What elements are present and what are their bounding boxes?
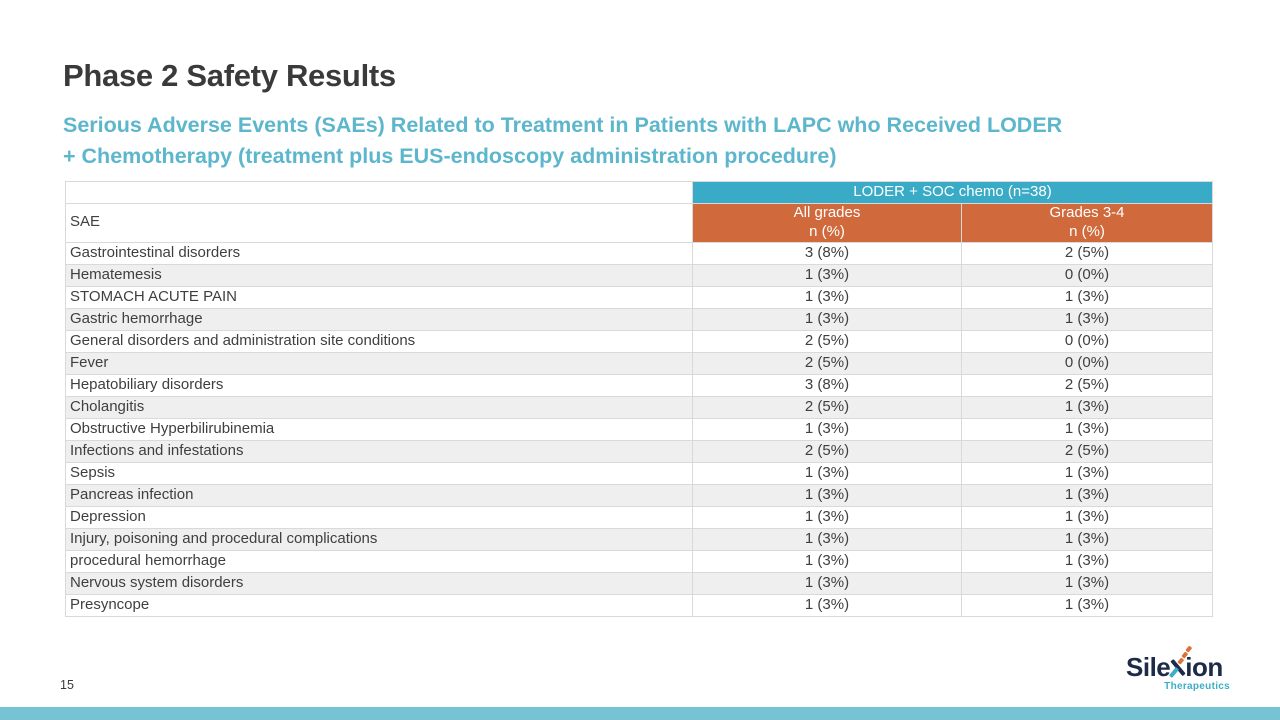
grades-3-4-cell: 1 (3%) <box>960 549 1214 573</box>
grades-3-4-cell: 2 (5%) <box>960 373 1214 397</box>
slide-subtitle: Serious Adverse Events (SAEs) Related to… <box>63 110 1228 172</box>
all-grades-cell: 1 (3%) <box>692 483 962 507</box>
all-grades-cell: 1 (3%) <box>692 285 962 309</box>
table-group-header-row: LODER + SOC chemo (n=38) <box>65 181 1214 204</box>
all-grades-cell: 1 (3%) <box>692 417 962 441</box>
sae-cell: Infections and infestations <box>65 439 693 463</box>
subtitle-line-2: + Chemotherapy (treatment plus EUS-endos… <box>63 144 837 168</box>
grades-3-4-column-header: Grades 3-4 n (%) <box>960 203 1214 243</box>
all-grades-cell: 1 (3%) <box>692 461 962 485</box>
wordmark-prefix: Sile <box>1126 652 1171 682</box>
grades-3-4-cell: 2 (5%) <box>960 439 1214 463</box>
table-row: Sepsis 1 (3%) 1 (3%) <box>65 461 1214 485</box>
table-row: Hematemesis 1 (3%) 0 (0%) <box>65 263 1214 287</box>
subtitle-line-1: Serious Adverse Events (SAEs) Related to… <box>63 113 1063 137</box>
x-orange-dash <box>1177 657 1184 665</box>
all-grades-cell: 2 (5%) <box>692 395 962 419</box>
all-grades-cell: 1 (3%) <box>692 263 962 287</box>
table-row: STOMACH ACUTE PAIN 1 (3%) 1 (3%) <box>65 285 1214 309</box>
all-grades-cell: 1 (3%) <box>692 527 962 551</box>
sae-cell: Pancreas infection <box>65 483 693 507</box>
sae-cell: Cholangitis <box>65 395 693 419</box>
all-grades-cell: 1 (3%) <box>692 593 962 617</box>
table-row: procedural hemorrhage 1 (3%) 1 (3%) <box>65 549 1214 573</box>
sae-cell: Depression <box>65 505 693 529</box>
sae-cell: General disorders and administration sit… <box>65 329 693 353</box>
table-row: Hepatobiliary disorders 3 (8%) 2 (5%) <box>65 373 1214 397</box>
grades-3-4-cell: 1 (3%) <box>960 527 1214 551</box>
all-grades-cell: 2 (5%) <box>692 439 962 463</box>
corner-cell <box>65 181 693 204</box>
all-grades-cell: 1 (3%) <box>692 307 962 331</box>
table-row: Infections and infestations 2 (5%) 2 (5%… <box>65 439 1214 463</box>
brand-logo: Sile ion Therapeutics <box>1126 645 1231 692</box>
page-title: Phase 2 Safety Results <box>63 58 396 93</box>
page-number: 15 <box>60 678 74 692</box>
table-row: Gastrointestinal disorders 3 (8%) 2 (5%) <box>65 241 1214 265</box>
wordmark-suffix: ion <box>1185 652 1223 682</box>
grades-3-4-label: Grades 3-4 <box>1049 204 1125 221</box>
all-grades-cell: 2 (5%) <box>692 351 962 375</box>
all-grades-column-header: All grades n (%) <box>692 203 962 243</box>
table-row: General disorders and administration sit… <box>65 329 1214 353</box>
x-teal-stroke <box>1169 667 1180 678</box>
grades-3-4-cell: 1 (3%) <box>960 571 1214 595</box>
all-grades-cell: 3 (8%) <box>692 373 962 397</box>
all-grades-label: All grades <box>793 204 861 221</box>
sae-cell: procedural hemorrhage <box>65 549 693 573</box>
grades-3-4-cell: 1 (3%) <box>960 285 1214 309</box>
table-row: Depression 1 (3%) 1 (3%) <box>65 505 1214 529</box>
group-header-cell: LODER + SOC chemo (n=38) <box>691 181 1214 204</box>
sae-cell: Gastrointestinal disorders <box>65 241 693 265</box>
sae-cell: Gastric hemorrhage <box>65 307 693 331</box>
all-grades-cell: 3 (8%) <box>692 241 962 265</box>
therapeutics-label: Therapeutics <box>1164 681 1230 692</box>
silexion-wordmark: Sile ion <box>1126 645 1231 683</box>
table-column-header-row: SAE All grades n (%) Grades 3-4 n (%) <box>65 203 1214 243</box>
bottom-accent-bar <box>0 707 1280 720</box>
sae-cell: Hepatobiliary disorders <box>65 373 693 397</box>
grades-3-4-cell: 1 (3%) <box>960 395 1214 419</box>
sae-cell: Sepsis <box>65 461 693 485</box>
table-row: Pancreas infection 1 (3%) 1 (3%) <box>65 483 1214 507</box>
sae-cell: Injury, poisoning and procedural complic… <box>65 527 693 551</box>
silexion-x-icon <box>1169 645 1192 678</box>
all-grades-unit: n (%) <box>809 222 845 240</box>
table-row: Nervous system disorders 1 (3%) 1 (3%) <box>65 571 1214 595</box>
sae-cell: STOMACH ACUTE PAIN <box>65 285 693 309</box>
table-row: Injury, poisoning and procedural complic… <box>65 527 1214 551</box>
grades-3-4-cell: 1 (3%) <box>960 483 1214 507</box>
grades-3-4-cell: 0 (0%) <box>960 351 1214 375</box>
grades-3-4-cell: 0 (0%) <box>960 329 1214 353</box>
sae-cell: Fever <box>65 351 693 375</box>
grades-3-4-cell: 2 (5%) <box>960 241 1214 265</box>
sae-cell: Nervous system disorders <box>65 571 693 595</box>
table-row: Gastric hemorrhage 1 (3%) 1 (3%) <box>65 307 1214 331</box>
sae-cell: Hematemesis <box>65 263 693 287</box>
all-grades-cell: 1 (3%) <box>692 505 962 529</box>
all-grades-cell: 1 (3%) <box>692 549 962 573</box>
grades-3-4-cell: 1 (3%) <box>960 593 1214 617</box>
sae-cell: Presyncope <box>65 593 693 617</box>
all-grades-cell: 2 (5%) <box>692 329 962 353</box>
grades-3-4-unit: n (%) <box>1069 222 1105 240</box>
table-row: Obstructive Hyperbilirubinemia 1 (3%) 1 … <box>65 417 1214 441</box>
grades-3-4-cell: 1 (3%) <box>960 505 1214 529</box>
grades-3-4-cell: 0 (0%) <box>960 263 1214 287</box>
grades-3-4-cell: 1 (3%) <box>960 461 1214 485</box>
sae-table: LODER + SOC chemo (n=38) SAE All grades … <box>65 181 1214 617</box>
table-row: Presyncope 1 (3%) 1 (3%) <box>65 593 1214 617</box>
grades-3-4-cell: 1 (3%) <box>960 417 1214 441</box>
table-row: Cholangitis 2 (5%) 1 (3%) <box>65 395 1214 419</box>
grades-3-4-cell: 1 (3%) <box>960 307 1214 331</box>
table-row: Fever 2 (5%) 0 (0%) <box>65 351 1214 375</box>
sae-cell: Obstructive Hyperbilirubinemia <box>65 417 693 441</box>
sae-column-header: SAE <box>65 203 693 243</box>
all-grades-cell: 1 (3%) <box>692 571 962 595</box>
